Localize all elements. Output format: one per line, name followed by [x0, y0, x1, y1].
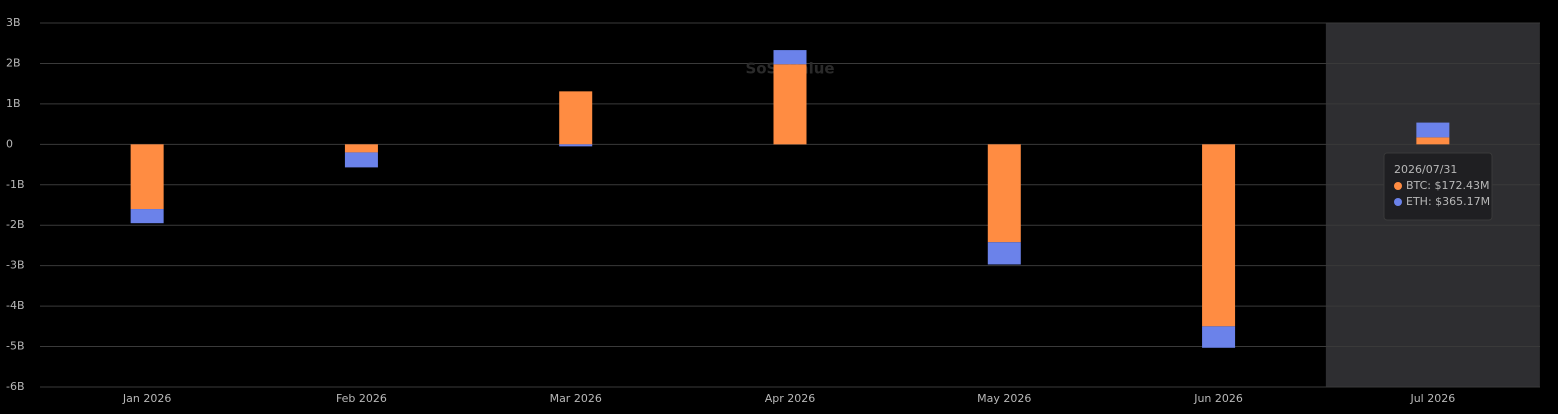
tooltip-line: ETH: $365.17M: [1406, 195, 1490, 208]
y-tick-label: 0: [6, 137, 13, 150]
x-tick-label: May 2026: [977, 392, 1031, 405]
bar-segment: [987, 242, 1021, 265]
x-tick-label: Jun 2026: [1193, 392, 1243, 405]
x-tick-label: Apr 2026: [765, 392, 816, 405]
x-tick-label: Jan 2026: [122, 392, 171, 405]
bar-segment: [1202, 144, 1236, 327]
bar-segment: [130, 144, 164, 210]
x-tick-label: Feb 2026: [336, 392, 387, 405]
bar-segment: [130, 209, 164, 224]
bar-segment: [559, 144, 593, 147]
tooltip: 2026/07/31 BTC: $172.43M ETH: $365.17M: [1383, 152, 1493, 221]
tooltip-line: BTC: $172.43M: [1406, 179, 1489, 192]
y-tick-label: -2B: [6, 218, 25, 231]
tooltip-marker: [1394, 198, 1402, 206]
bar-segment: [773, 50, 807, 65]
bar-segment: [1416, 137, 1450, 145]
bar-segment: [344, 144, 378, 153]
bar-segment: [1202, 326, 1236, 348]
tooltip-title: 2026/07/31: [1394, 163, 1457, 176]
tooltip-box: [1383, 152, 1493, 221]
x-tick-label: Jul 2026: [1409, 392, 1455, 405]
x-tick-label: Mar 2026: [550, 392, 602, 405]
y-tick-label: -6B: [6, 380, 25, 393]
y-tick-label: 3B: [6, 16, 21, 29]
y-tick-label: -3B: [6, 259, 25, 272]
y-tick-label: -4B: [6, 299, 25, 312]
bar-segment: [559, 91, 593, 145]
bar-segment: [344, 152, 378, 168]
bar-segment: [773, 64, 807, 145]
y-tick-label: -5B: [6, 340, 25, 353]
y-tick-label: 2B: [6, 56, 21, 69]
y-tick-label: -1B: [6, 178, 25, 191]
bar-segment: [1416, 122, 1450, 138]
y-tick-label: 1B: [6, 97, 21, 110]
tooltip-marker: [1394, 182, 1402, 190]
bar-segment: [987, 144, 1021, 243]
